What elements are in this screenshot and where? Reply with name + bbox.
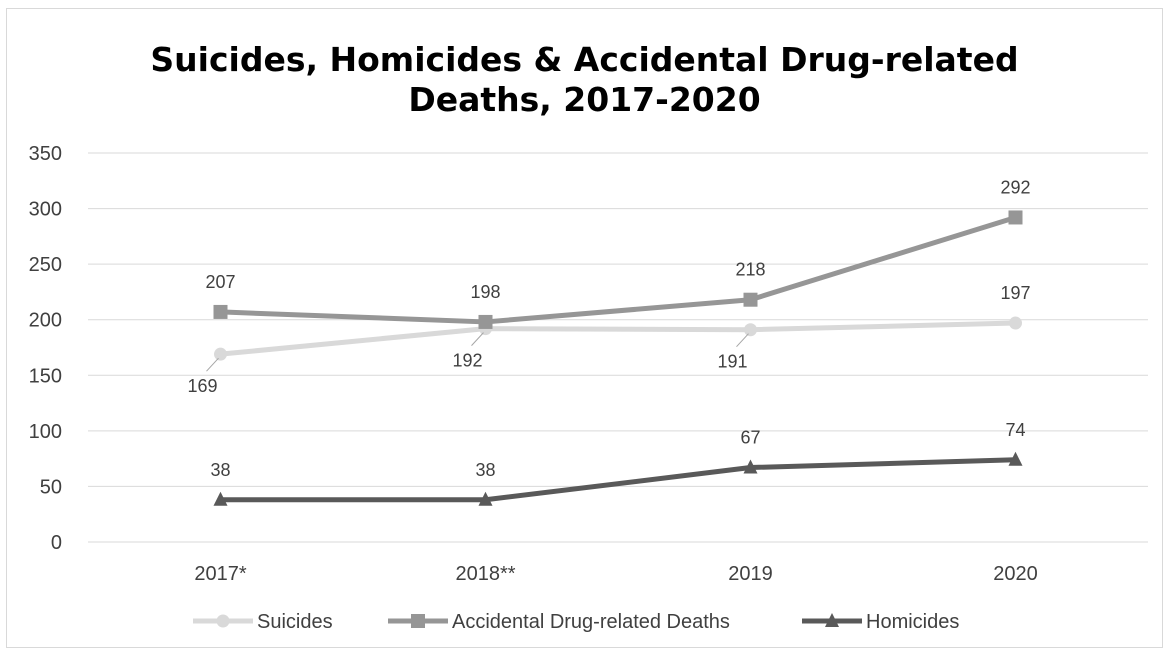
x-tick-label: 2018** (455, 563, 515, 585)
data-point (213, 491, 228, 506)
legend-label: Accidental Drug-related Deaths (452, 611, 730, 633)
x-tick-label: 2020 (993, 563, 1038, 585)
data-point (744, 323, 757, 337)
legend-label: Suicides (257, 611, 333, 633)
data-point (743, 292, 758, 307)
data-point (213, 304, 228, 319)
y-tick-label: 100 (29, 421, 62, 443)
data-label: 74 (1005, 420, 1025, 440)
y-tick-label: 150 (29, 365, 62, 387)
y-tick-label: 250 (29, 254, 62, 276)
data-label: 191 (717, 352, 747, 372)
data-point (743, 459, 758, 474)
legend-swatch-marker (411, 614, 425, 628)
y-tick-label: 0 (51, 532, 62, 554)
data-label: 218 (735, 260, 765, 280)
data-point (1008, 210, 1023, 225)
data-label: 38 (210, 460, 230, 480)
data-point (1009, 316, 1022, 330)
data-label: 292 (1000, 177, 1030, 197)
data-label: 67 (740, 428, 760, 448)
series-line-1 (220, 215, 1017, 325)
legend-swatch-marker (825, 613, 839, 627)
legend-label: Homicides (866, 611, 959, 633)
x-tick-label: 2017* (194, 563, 246, 585)
legend-swatch-marker (216, 614, 230, 628)
y-tick-label: 300 (29, 199, 62, 221)
chart-title-line-2: Deaths, 2017-2020 (408, 80, 761, 119)
data-label: 192 (452, 351, 482, 371)
data-label: 38 (475, 460, 495, 480)
chart-title: Suicides, Homicides & Accidental Drug-re… (0, 40, 1169, 120)
data-label-leader (736, 333, 749, 348)
data-point (478, 314, 493, 329)
y-tick-label: 50 (40, 476, 62, 498)
y-tick-label: 200 (29, 310, 62, 332)
data-label: 207 (205, 272, 235, 292)
data-label-leader (471, 332, 484, 346)
data-point (214, 347, 227, 361)
x-tick-label: 2019 (728, 563, 773, 585)
data-label-leader (206, 357, 219, 372)
data-label: 198 (470, 282, 500, 302)
data-point (478, 491, 493, 506)
chart-title-line-1: Suicides, Homicides & Accidental Drug-re… (150, 40, 1019, 79)
data-label: 197 (1000, 283, 1030, 303)
series-line-0 (220, 320, 1016, 357)
data-point (1008, 451, 1023, 466)
data-label: 169 (187, 376, 217, 396)
series-line-2 (220, 457, 1016, 503)
y-tick-label: 350 (29, 143, 62, 165)
